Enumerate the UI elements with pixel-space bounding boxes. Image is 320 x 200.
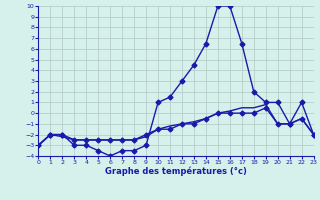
X-axis label: Graphe des températures (°c): Graphe des températures (°c) xyxy=(105,167,247,176)
